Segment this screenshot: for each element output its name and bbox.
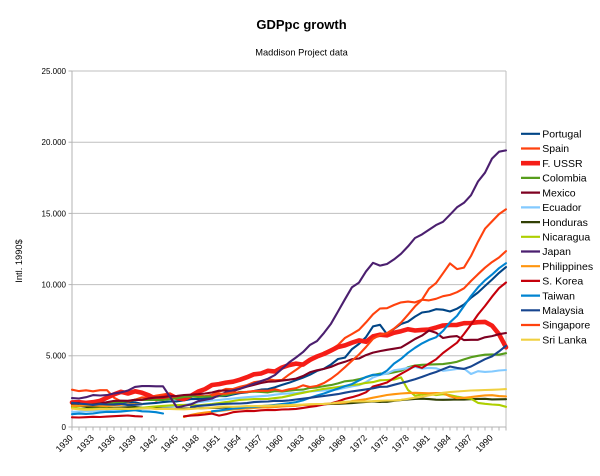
svg-text:Singapore: Singapore: [542, 320, 590, 332]
svg-text:Honduras: Honduras: [542, 217, 588, 229]
svg-text:Japan: Japan: [542, 246, 571, 258]
svg-text:S. Korea: S. Korea: [542, 276, 583, 288]
svg-text:F. USSR: F. USSR: [542, 158, 583, 170]
svg-text:Taiwan: Taiwan: [542, 290, 575, 302]
svg-text:Portugal: Portugal: [542, 129, 581, 141]
svg-text:Spain: Spain: [542, 143, 569, 155]
svg-text:Ecuador: Ecuador: [542, 202, 582, 214]
svg-text:10.000: 10.000: [42, 281, 67, 290]
svg-text:0: 0: [62, 423, 67, 432]
svg-text:Mexico: Mexico: [542, 187, 575, 199]
svg-text:Colombia: Colombia: [542, 173, 587, 185]
svg-text:GDPpc growth: GDPpc growth: [256, 17, 346, 32]
svg-text:Sri Lanka: Sri Lanka: [542, 334, 587, 346]
svg-text:Maddison Project data: Maddison Project data: [255, 48, 348, 58]
svg-text:20.000: 20.000: [42, 138, 67, 147]
svg-text:5.000: 5.000: [46, 352, 67, 361]
svg-text:15.000: 15.000: [42, 209, 67, 218]
svg-text:Malaysia: Malaysia: [542, 305, 584, 317]
svg-text:25.000: 25.000: [42, 67, 67, 76]
svg-text:Intl. 1990$: Intl. 1990$: [14, 238, 24, 282]
svg-text:Nicaragua: Nicaragua: [542, 232, 590, 244]
svg-text:Philippines: Philippines: [542, 261, 593, 273]
